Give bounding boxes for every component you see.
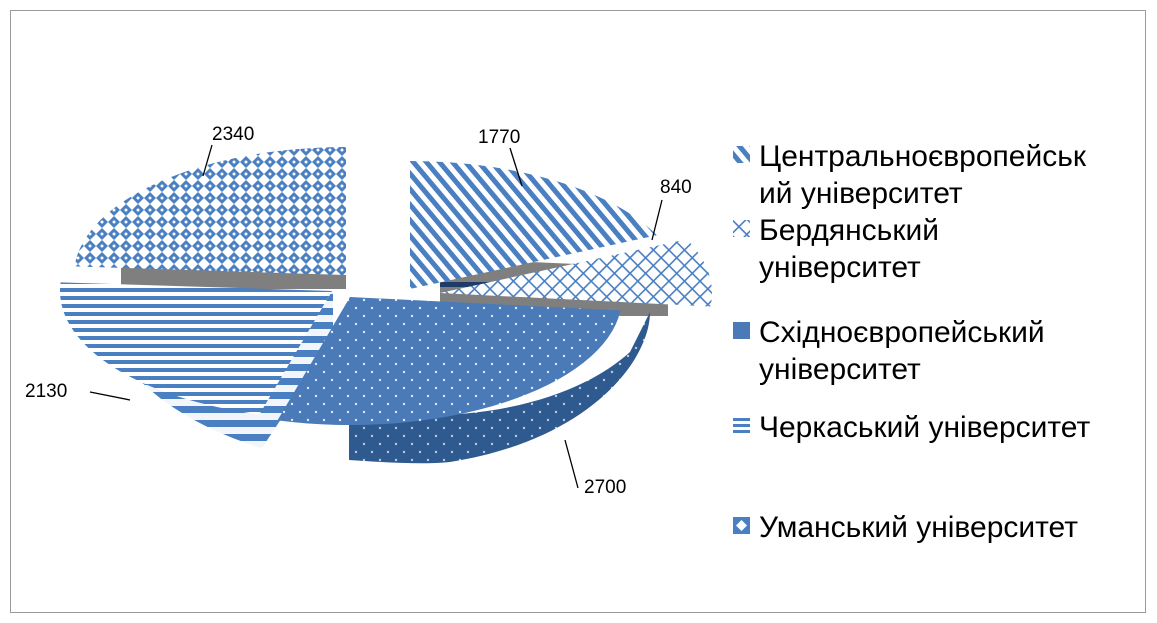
leader-lines bbox=[89, 144, 663, 489]
data-label-2340: 2340 bbox=[212, 124, 254, 145]
slices-group bbox=[59, 147, 713, 426]
leader-line-2130 bbox=[89, 391, 131, 401]
legend-item-cherkaskyi: Черкаський університет bbox=[733, 411, 1090, 444]
legend-swatch-diamond-inner bbox=[736, 520, 747, 531]
legend-label-line: Центральноєвропейськ bbox=[759, 140, 1087, 173]
legend-swatch-stripe bbox=[733, 430, 750, 433]
data-label-840: 840 bbox=[660, 177, 692, 198]
legend-label-line: ий університет bbox=[759, 177, 963, 210]
legend-label-line: Уманський університет bbox=[759, 511, 1078, 544]
data-label-1770: 1770 bbox=[478, 127, 520, 148]
slice-berdianskyi bbox=[440, 239, 713, 307]
legend-label-line: Черкаський університет bbox=[759, 411, 1090, 444]
legend-label-line: Бердянський bbox=[759, 214, 939, 247]
leader-line-1770 bbox=[509, 147, 523, 187]
leader-line-2700 bbox=[564, 439, 579, 489]
data-label-2700: 2700 bbox=[584, 477, 626, 498]
slice-umanskyi bbox=[74, 147, 346, 275]
slice-centralnoievropeiskyi bbox=[410, 161, 657, 289]
legend-swatch bbox=[733, 322, 750, 339]
leader-line-2340 bbox=[202, 144, 213, 177]
legend: Центральноєвропейськ ий університет Бердян… bbox=[733, 140, 1090, 544]
data-label-2130: 2130 bbox=[25, 381, 67, 402]
legend-item-centralnoievropeiskyi: Центральноєвропейськ ий університет bbox=[733, 140, 1087, 210]
legend-label-line: Східноєвропейський bbox=[759, 316, 1045, 349]
legend-label-line: університет bbox=[759, 353, 921, 386]
legend-swatch bbox=[733, 220, 750, 237]
legend-swatch-stripe bbox=[733, 424, 750, 427]
slice-skhidnoievropeiskyi bbox=[277, 297, 621, 426]
legend-item-skhidnoievropeiskyi: Східноєвропейський університет bbox=[733, 316, 1045, 386]
legend-swatch-stripe bbox=[733, 418, 750, 421]
legend-swatch bbox=[733, 146, 750, 163]
legend-label-line: університет bbox=[759, 251, 921, 284]
slice-cherkaskyi bbox=[59, 282, 333, 415]
legend-item-umanskyi: Уманський університет bbox=[733, 511, 1078, 544]
legend-item-berdianskyi: Бердянський університет bbox=[733, 214, 939, 284]
leader-line-840 bbox=[651, 199, 663, 241]
